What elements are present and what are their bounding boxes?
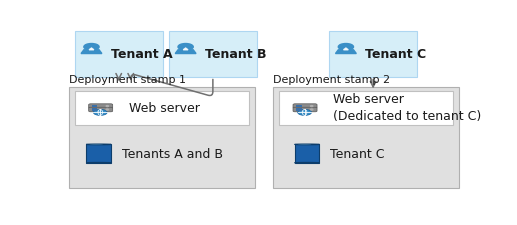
Circle shape — [311, 106, 313, 107]
Text: Deployment stamp 1: Deployment stamp 1 — [69, 75, 186, 85]
FancyBboxPatch shape — [296, 109, 302, 111]
FancyBboxPatch shape — [89, 108, 113, 112]
FancyBboxPatch shape — [293, 104, 317, 109]
FancyBboxPatch shape — [279, 92, 453, 126]
Text: Web server: Web server — [129, 101, 200, 115]
Circle shape — [338, 44, 354, 51]
FancyArrowPatch shape — [128, 74, 213, 96]
Ellipse shape — [298, 144, 311, 145]
Text: Tenant C: Tenant C — [330, 148, 384, 160]
Polygon shape — [175, 51, 196, 54]
FancyBboxPatch shape — [92, 109, 97, 111]
Text: Tenant A: Tenant A — [111, 47, 172, 60]
Polygon shape — [81, 51, 102, 54]
Circle shape — [178, 44, 193, 51]
FancyBboxPatch shape — [92, 106, 97, 108]
Polygon shape — [183, 49, 188, 51]
Polygon shape — [89, 49, 94, 51]
FancyBboxPatch shape — [273, 88, 459, 188]
Text: Web server
(Dedicated to tenant C): Web server (Dedicated to tenant C) — [333, 93, 481, 123]
Text: Tenant C: Tenant C — [365, 47, 426, 60]
Text: Tenant B: Tenant B — [205, 47, 266, 60]
Circle shape — [84, 44, 99, 51]
Ellipse shape — [86, 144, 111, 145]
FancyBboxPatch shape — [89, 104, 113, 109]
Ellipse shape — [89, 144, 103, 145]
Polygon shape — [343, 49, 348, 51]
FancyBboxPatch shape — [293, 108, 317, 112]
FancyBboxPatch shape — [329, 32, 417, 77]
FancyBboxPatch shape — [74, 92, 249, 126]
Text: Deployment stamp 2: Deployment stamp 2 — [273, 75, 390, 85]
Circle shape — [106, 106, 109, 107]
FancyBboxPatch shape — [296, 106, 302, 108]
FancyBboxPatch shape — [69, 88, 255, 188]
Polygon shape — [336, 51, 356, 54]
FancyBboxPatch shape — [74, 32, 163, 77]
Bar — [86, 145, 111, 163]
Ellipse shape — [295, 144, 320, 145]
FancyBboxPatch shape — [169, 32, 257, 77]
Circle shape — [94, 110, 107, 116]
Circle shape — [298, 110, 311, 116]
Bar — [295, 145, 320, 163]
Text: Tenants A and B: Tenants A and B — [121, 148, 222, 160]
